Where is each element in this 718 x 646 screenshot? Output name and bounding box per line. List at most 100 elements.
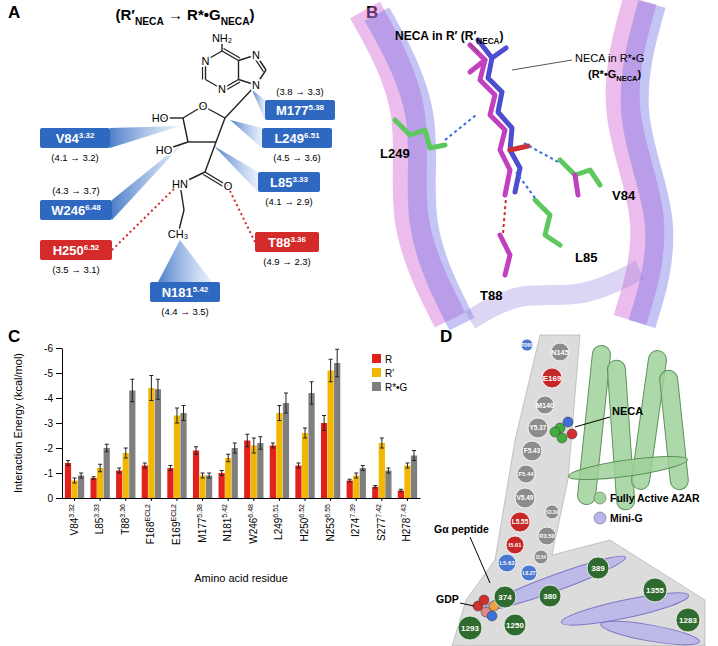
error-cap xyxy=(399,491,403,492)
category-superscript: 6.51 xyxy=(272,504,279,518)
residue-label: L249 xyxy=(380,146,410,161)
residue-node: 1283 xyxy=(676,608,700,632)
category-name: H250 xyxy=(299,517,310,541)
panel-a: (R′NECA → R*•GNECA)NH₂NNNNOHOHOOHNCH₃V84… xyxy=(40,6,335,317)
error-cap xyxy=(66,460,70,461)
error-bar xyxy=(412,451,416,461)
error-line xyxy=(388,468,389,473)
error-cap xyxy=(335,349,339,350)
legend-swatch xyxy=(372,368,381,377)
residue-circle xyxy=(521,339,533,351)
distance-label: (4.1 → 2.9) xyxy=(265,196,313,207)
x-axis: V843.32L853.33T883.36F168ECL2E169ECL2M17… xyxy=(63,498,421,545)
bar xyxy=(251,446,257,499)
residue-label: V843.32 xyxy=(56,131,95,146)
error-cap xyxy=(252,453,256,454)
residue-label: M140 xyxy=(536,401,554,410)
residue-circle xyxy=(494,586,516,608)
bar xyxy=(199,476,205,499)
error-cap xyxy=(149,400,153,401)
y-tick: -6 xyxy=(44,343,62,354)
error-bar xyxy=(73,478,77,483)
legend-label: R′ xyxy=(385,368,394,379)
residue-superscript: 3.32 xyxy=(79,131,95,140)
neca-label: NECA xyxy=(612,405,643,417)
residue-label: E169 xyxy=(543,374,562,383)
residue-circle xyxy=(545,505,559,519)
bar xyxy=(372,487,378,498)
error-bar xyxy=(124,448,128,458)
error-line xyxy=(151,376,152,401)
category-name: N181 xyxy=(222,517,233,541)
contact-wedge xyxy=(252,90,265,120)
error-bar xyxy=(310,382,314,405)
bar xyxy=(334,363,340,498)
residue-superscript: 5.38 xyxy=(308,103,324,112)
category-name: V84 xyxy=(69,517,80,535)
residue-label: 389 xyxy=(591,564,605,573)
bar xyxy=(232,448,238,498)
error-cap xyxy=(130,379,134,380)
error-line xyxy=(125,448,126,458)
bond xyxy=(188,141,216,142)
tick-mark xyxy=(253,498,254,501)
x-tick: S2777.42 xyxy=(375,498,387,541)
x-tick: I2747.39 xyxy=(349,498,361,537)
category-name: F168 xyxy=(145,521,156,544)
error-line xyxy=(407,463,408,468)
error-bar xyxy=(149,376,153,401)
error-line xyxy=(330,359,331,382)
residue-circle xyxy=(521,565,537,581)
tick-mark xyxy=(74,498,75,501)
residue-box: L853.33 xyxy=(258,172,320,192)
panel-label: A xyxy=(8,3,20,22)
gdp-label: GDP xyxy=(436,593,459,605)
neca-g-label: NECA in R*•G xyxy=(575,52,644,64)
atom-label: NH₂ xyxy=(212,32,232,44)
neca-structure: NH₂NNNNOHOHOOHNCH₃ xyxy=(152,32,266,240)
legend-label: R xyxy=(385,354,392,365)
error-bar xyxy=(194,447,198,455)
legend-swatch xyxy=(594,492,606,504)
category-superscript: 7.42 xyxy=(375,504,382,518)
residue-node: P260 xyxy=(521,339,533,351)
error-line xyxy=(279,406,280,421)
error-bar xyxy=(296,463,300,468)
bar xyxy=(270,446,276,499)
error-cap xyxy=(73,483,77,484)
error-cap xyxy=(380,448,384,449)
figure: ABCD(R′NECA → R*•GNECA)NH₂NNNNOHOHOOHNCH… xyxy=(0,0,718,646)
residue-stick xyxy=(535,200,560,245)
bar xyxy=(244,441,250,499)
neca-g-label: (R*•GNECA) xyxy=(588,68,641,83)
category-superscript: 3.33 xyxy=(93,504,100,518)
error-line xyxy=(202,473,203,478)
residue-label: T883.36 xyxy=(268,235,307,250)
error-bar xyxy=(117,468,121,473)
residue-stick xyxy=(575,175,578,195)
error-bar xyxy=(322,416,326,431)
y-axis-line xyxy=(62,349,63,499)
error-cap xyxy=(233,453,237,454)
tick-label: L853.33 xyxy=(93,504,105,534)
bar xyxy=(148,388,154,498)
bar xyxy=(411,456,417,499)
error-bar xyxy=(386,468,390,473)
bar xyxy=(97,468,103,498)
error-cap xyxy=(143,463,147,464)
error-cap xyxy=(194,454,198,455)
error-cap xyxy=(386,473,390,474)
panel-b: NECA in R′ (R′NECA)NECA in R*•G(R*•GNECA… xyxy=(365,0,659,324)
error-cap xyxy=(303,428,307,429)
residue-node: L5.55 xyxy=(510,512,530,532)
bar xyxy=(302,433,308,498)
tick-label: -6 xyxy=(44,343,53,354)
error-line xyxy=(106,444,107,452)
tick-label: H2506.52 xyxy=(298,504,310,542)
residue-name: T88 xyxy=(268,235,290,250)
residue-superscript: 6.51 xyxy=(304,131,320,140)
residue-label: 1293 xyxy=(461,624,479,633)
residue-box: N1815.42 xyxy=(150,282,220,302)
error-bar xyxy=(98,464,102,472)
tick-label: -1 xyxy=(44,468,53,479)
